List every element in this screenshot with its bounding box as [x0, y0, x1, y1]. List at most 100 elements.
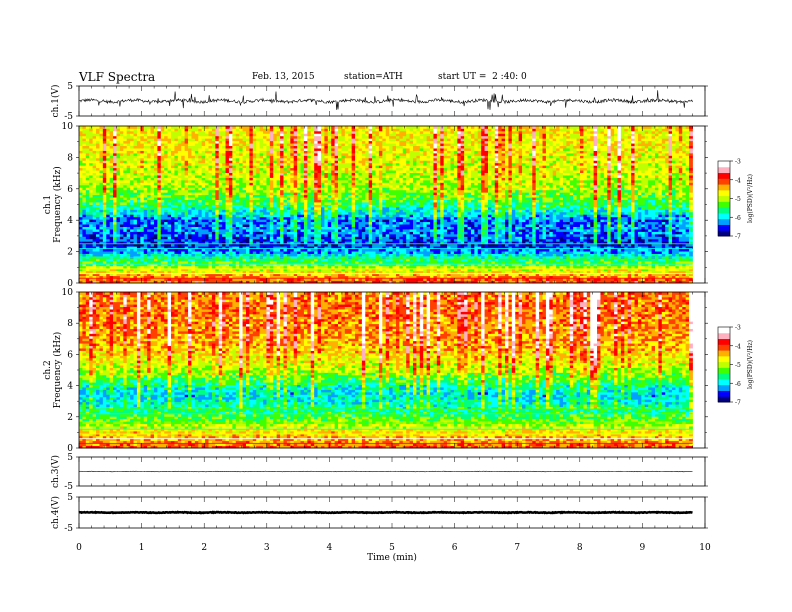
ch1-spectrogram-cell — [273, 222, 277, 225]
ch1-spectrogram-cell — [270, 173, 274, 176]
ch1-spectrogram-cell — [113, 212, 117, 215]
ch1-spectrogram-cell — [178, 249, 182, 252]
ch1-spectrogram-cell — [151, 148, 155, 151]
ch1-spectrogram-cell — [140, 212, 144, 215]
ch1-spectrogram-cell — [266, 153, 270, 156]
ch1-spectrogram-cell — [123, 155, 127, 158]
ch1-spectrogram-cell — [328, 146, 332, 149]
ch1-spectrogram-cell — [335, 195, 339, 198]
ch1-spectrogram-cell — [297, 151, 301, 154]
ch1-spectrogram-cell — [249, 148, 253, 151]
ch1-spectrogram-cell — [198, 128, 202, 131]
ch1-spectrogram-cell — [215, 205, 219, 208]
ch1-spectrogram-cell — [137, 261, 141, 264]
ch1-spectrogram-cell — [147, 148, 151, 151]
ch1-spectrogram-cell — [86, 155, 90, 158]
ch1-spectrogram-cell — [331, 209, 335, 212]
ch1-spectrogram-cell — [123, 175, 127, 178]
ch1-spectrogram-cell — [249, 151, 253, 154]
ch1-spectrogram-cell — [260, 175, 264, 178]
ch1-spectrogram-cell — [120, 219, 124, 222]
ch1-spectrogram-cell — [120, 151, 124, 154]
ch1-spectrogram-cell — [93, 205, 97, 208]
ch1-spectrogram-cell — [280, 173, 284, 176]
ch1-spectrogram-cell — [249, 258, 253, 261]
ch1-spectrogram-cell — [181, 151, 185, 154]
ch1-spectrogram-cell — [243, 231, 247, 234]
ch1-spectrogram-cell — [137, 231, 141, 234]
ch1-spectrogram-cell — [239, 128, 243, 131]
ch1-spectrogram-cell — [338, 261, 342, 264]
ch1-spectrogram-cell — [290, 128, 294, 131]
ch1-spectrogram-cell — [226, 202, 230, 205]
ch1-spectrogram-cell — [181, 141, 185, 144]
ch1-spectrogram-cell — [287, 209, 291, 212]
ch1-spectrogram-cell — [93, 185, 97, 188]
ch1-spectrogram-cell — [147, 249, 151, 252]
ch1-spectrogram-cell — [270, 202, 274, 205]
ch1-spectrogram-cell — [79, 205, 83, 208]
ch1-spectrogram-cell — [249, 182, 253, 185]
ch1-spectrogram-cell — [181, 126, 185, 129]
ch1-spectrogram-cell — [147, 202, 151, 205]
ch1-spectrogram-cell — [287, 182, 291, 185]
ch1-spectrogram-cell — [147, 151, 151, 154]
ch1-spectrogram-cell — [134, 261, 138, 264]
ch1-spectrogram-cell — [335, 224, 339, 227]
ch1-spectrogram-cell — [260, 163, 264, 166]
ch1-spectrogram-cell — [93, 190, 97, 193]
ch1-spectrogram-cell — [188, 178, 192, 181]
ch1-spectrogram-cell — [260, 205, 264, 208]
ch1-spectrogram-cell — [243, 258, 247, 261]
ch1-spectrogram-cell — [188, 236, 192, 239]
ch1-spectrogram-cell — [253, 212, 257, 215]
ch1-spectrogram-cell — [209, 143, 213, 146]
ch1-spectrogram-cell — [82, 185, 86, 188]
ch1-spectrogram-cell — [188, 187, 192, 190]
ch1-spectrogram-cell — [335, 222, 339, 225]
ch1-spectrogram-cell — [263, 182, 267, 185]
ch1-spectrogram-cell — [215, 236, 219, 239]
ch1-spectrogram-cell — [304, 136, 308, 139]
ch1-spectrogram-cell — [140, 261, 144, 264]
ch1-spectrogram-cell — [96, 173, 100, 176]
ch1-spectrogram-cell — [253, 217, 257, 220]
ch1-spectrogram-cell — [82, 205, 86, 208]
ch1-spectrogram-cell — [113, 187, 117, 190]
ch1-spectrogram-cell — [256, 229, 260, 232]
ch1-spectrogram-cell — [127, 143, 131, 146]
ch1-spectrogram-cell — [294, 160, 298, 163]
ch1-spectrogram-cell — [164, 128, 168, 131]
ch1-spectrogram-cell — [174, 187, 178, 190]
ch1-spectrogram-cell — [287, 158, 291, 161]
ch1-spectrogram-cell — [174, 231, 178, 234]
ch1-spectrogram-cell — [130, 143, 134, 146]
ch1-spectrogram-cell — [185, 151, 189, 154]
ch1-spectrogram-cell — [246, 155, 250, 158]
ch1-spectrogram-cell — [140, 165, 144, 168]
ch1-spectrogram-cell — [307, 239, 311, 242]
ch1-spectrogram-cell — [140, 205, 144, 208]
ch1-spectrogram-cell — [89, 231, 93, 234]
ch1-spectrogram-cell — [273, 185, 277, 188]
ch1-spectrogram-cell — [222, 209, 226, 212]
ch1-spectrogram-cell — [205, 261, 209, 264]
ch1-spectrogram-cell — [222, 222, 226, 225]
ch1-spectrogram-cell — [134, 155, 138, 158]
ch1-spectrogram-cell — [277, 133, 281, 136]
ch1-spectrogram-cell — [93, 209, 97, 212]
ch1-spectrogram-cell — [151, 231, 155, 234]
ch1-spectrogram-cell — [243, 234, 247, 237]
ch1-spectrogram-cell — [226, 163, 230, 166]
ch1-spectrogram-cell — [226, 178, 230, 181]
ch1-spectrogram-cell — [331, 195, 335, 198]
ch1-spectrogram-cell — [229, 180, 233, 183]
ch1-spectrogram-cell — [321, 217, 325, 220]
ch1-spectrogram-cell — [335, 151, 339, 154]
ch1-spectrogram-cell — [219, 175, 223, 178]
ch1-spectrogram-cell — [161, 143, 165, 146]
ch1-spectrogram-cell — [96, 229, 100, 232]
ch1-spectrogram-cell — [185, 266, 189, 269]
ch1-spectrogram-cell — [331, 153, 335, 156]
ch1-spectrogram-cell — [86, 254, 90, 257]
